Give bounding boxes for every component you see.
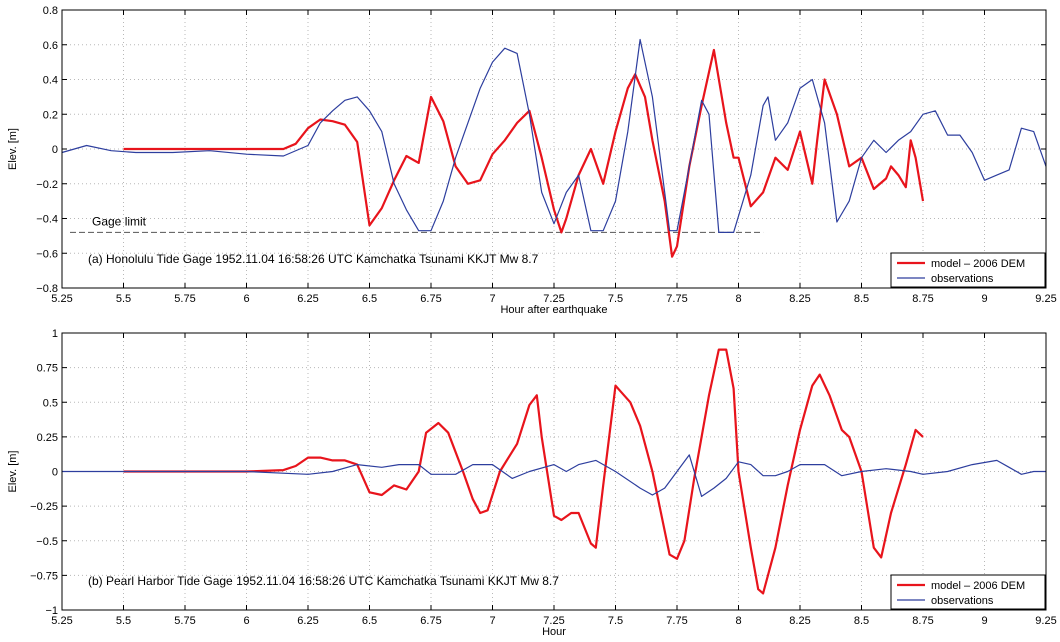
x-tick-label: 6.75	[420, 293, 441, 305]
y-tick-label: 0.5	[43, 397, 58, 409]
gage-limit-label: Gage limit	[92, 214, 147, 228]
y-tick-label: 0.25	[37, 432, 58, 444]
x-tick-label: 7	[489, 293, 495, 305]
x-tick-label: 6.25	[297, 615, 318, 627]
x-tick-label: 8.75	[912, 615, 933, 627]
panel-annotation: (b) Pearl Harbor Tide Gage 1952.11.04 16…	[88, 574, 559, 588]
y-tick-label: −0.4	[36, 214, 58, 226]
legend-box	[890, 252, 1046, 288]
observations-series-line	[62, 454, 1046, 497]
legend: model – 2006 DEM observations	[890, 574, 1046, 610]
legend-entry: observations	[931, 273, 994, 285]
x-tick-label: 5.5	[116, 615, 131, 627]
y-tick-label: 0	[52, 144, 58, 156]
x-tick-label: 8	[735, 615, 741, 627]
y-tick-label: −0.8	[36, 283, 58, 295]
x-tick-label: 5.75	[174, 615, 195, 627]
panel-annotation: (a) Honolulu Tide Gage 1952.11.04 16:58:…	[88, 252, 539, 266]
legend-entry: observations	[931, 595, 994, 607]
y-tick-label: 0.2	[43, 109, 58, 121]
y-tick-label: 0.6	[43, 40, 58, 52]
panel-b: 5.25 5.5 5.75 6 6.25 6.5 6.75 7 7.25 7.5 7.75 8 8.25…	[7, 328, 1057, 638]
y-tick-label: 0.8	[43, 5, 58, 17]
x-tick-label: 7.25	[543, 615, 564, 627]
observations-series-line	[61, 38, 1047, 233]
model-series-line	[123, 48, 925, 258]
x-tick-label: 8.5	[854, 293, 869, 305]
x-tick-label: 6	[243, 615, 249, 627]
x-tick-label: 6.75	[420, 615, 441, 627]
x-tick-label: 9.25	[1035, 615, 1056, 627]
y-tick-label: 0	[52, 467, 58, 479]
x-axis-label: Hour after earthquake	[500, 304, 607, 316]
x-tick-label: 8.25	[789, 615, 810, 627]
legend-entry: model – 2006 DEM	[931, 580, 1025, 592]
x-tick-label: 9	[981, 293, 987, 305]
y-tick-label: −0.25	[30, 501, 58, 513]
legend-entry: model – 2006 DEM	[931, 258, 1025, 270]
x-tick-label: 7.5	[608, 615, 623, 627]
y-tick-label: −0.6	[36, 248, 58, 260]
x-tick-label: 8.75	[912, 293, 933, 305]
x-tick-label: 7	[489, 615, 495, 627]
x-tick-label: 6.5	[362, 615, 377, 627]
x-tick-label: 5.75	[174, 293, 195, 305]
x-tick-label: 7.25	[543, 293, 564, 305]
x-tick-label: 7.5	[608, 293, 623, 305]
legend-box	[890, 574, 1046, 610]
y-tick-label: −0.75	[30, 570, 58, 582]
x-tick-label: 7.75	[666, 615, 687, 627]
model-series-line	[123, 348, 924, 595]
x-tick-label: 9	[981, 615, 987, 627]
x-tick-label: 5.25	[51, 293, 72, 305]
y-tick-label: −0.5	[36, 536, 58, 548]
plot-frame	[61, 9, 1047, 289]
y-tick-label: 1	[52, 328, 58, 340]
y-tick-label: −1	[45, 605, 58, 617]
x-tick-label: 5.5	[116, 293, 131, 305]
y-axis-label: Elev. [m]	[7, 451, 19, 493]
x-axis-label: Hour	[542, 626, 566, 638]
x-tick-label: 6	[243, 293, 249, 305]
x-tick-label: 9.25	[1035, 293, 1056, 305]
x-tick-label: 8	[735, 293, 741, 305]
y-tick-label: 0.75	[37, 363, 58, 375]
plot-frame	[61, 332, 1047, 611]
legend: model – 2006 DEM observations	[890, 252, 1046, 288]
x-tick-label: 6.25	[297, 293, 318, 305]
x-tick-label: 8.25	[789, 293, 810, 305]
y-tick-label: 0.4	[43, 75, 58, 87]
y-axis-label: Elev. [m]	[7, 128, 19, 170]
x-tick-label: 8.5	[854, 615, 869, 627]
x-tick-label: 7.75	[666, 293, 687, 305]
x-tick-label: 6.5	[362, 293, 377, 305]
x-tick-label: 5.25	[51, 615, 72, 627]
y-tick-label: −0.2	[36, 179, 58, 191]
panel-a: 5.25 5.5 5.75 6 6.25 6.5 6.75 7 7.25 7.5 7.75 8 8.25…	[7, 5, 1057, 316]
